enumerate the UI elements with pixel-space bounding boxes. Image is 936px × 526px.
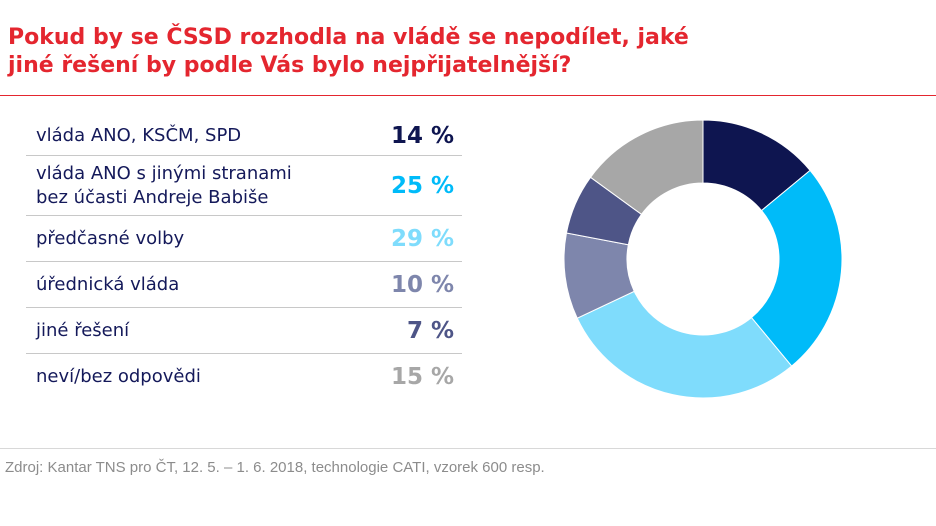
legend-label-line: předčasné volby: [36, 227, 185, 249]
chart-title: Pokud by se ČSSD rozhodla na vládě se ne…: [8, 24, 908, 80]
legend-label: jiné řešení: [36, 319, 129, 343]
donut-chart: [563, 119, 843, 399]
chart-title-line-2: jiné řešení by podle Vás bylo nejpřijate…: [8, 53, 572, 78]
donut-slice: [589, 119, 704, 216]
legend-label-line: vláda ANO s jinými stranami: [36, 162, 292, 184]
legend-row: neví/bez odpovědi 15 %: [26, 354, 462, 400]
footer-divider: [0, 448, 936, 449]
legend-label-line: neví/bez odpovědi: [36, 366, 201, 387]
legend-label: neví/bez odpovědi: [36, 365, 201, 389]
legend-label: předčasné volby: [36, 227, 184, 251]
legend-value: 7 %: [406, 317, 454, 344]
legend-row: vláda ANO s jinými stranami bez účasti An…: [26, 156, 462, 216]
legend-row: úřednická vláda 10 %: [26, 262, 462, 308]
chart-title-line-1: Pokud by se ČSSD rozhodla na vládě se ne…: [8, 25, 689, 50]
source-note: Zdroj: Kantar TNS pro ČT, 12. 5. – 1. 6.…: [5, 459, 545, 476]
legend-label-line: úřednická vláda: [36, 273, 180, 295]
legend-label-line: vláda ANO, KSČM, SPD: [36, 124, 242, 146]
legend-label-line: bez účasti Andreje Babiše: [36, 186, 269, 208]
legend-label: vláda ANO, KSČM, SPD: [36, 124, 241, 148]
legend-value: 25 %: [390, 172, 454, 199]
legend-value: 29 %: [390, 225, 454, 252]
donut-slice: [576, 290, 793, 399]
legend-label: úřednická vláda: [36, 273, 179, 297]
legend-value: 14 %: [390, 122, 454, 149]
title-divider: [0, 95, 936, 96]
legend-row: předčasné volby 29 %: [26, 216, 462, 262]
legend-table: vláda ANO, KSČM, SPD 14 % vláda ANO s jiný…: [26, 116, 462, 400]
legend-value: 15 %: [390, 364, 454, 390]
legend-value: 10 %: [390, 271, 454, 298]
legend-label: vláda ANO s jinými stranami bez účasti An…: [36, 162, 292, 210]
legend-row: vláda ANO, KSČM, SPD 14 %: [26, 116, 462, 156]
legend-label-line: jiné řešení: [36, 319, 130, 341]
legend-row: jiné řešení 7 %: [26, 308, 462, 354]
donut-slice: [750, 169, 843, 367]
